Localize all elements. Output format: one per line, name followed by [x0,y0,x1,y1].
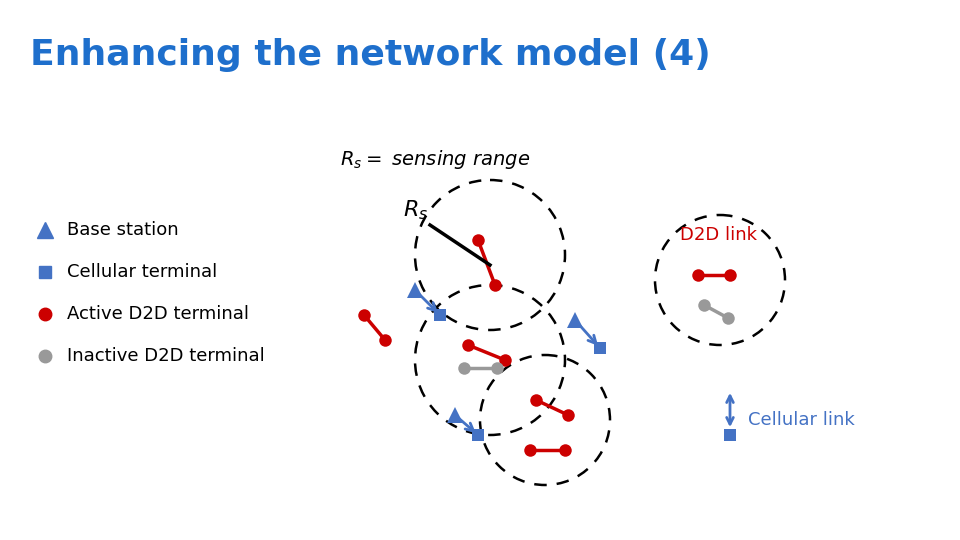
Text: D2D link: D2D link [680,226,757,244]
Text: $R_s$: $R_s$ [403,198,428,222]
Text: Cellular terminal: Cellular terminal [67,263,217,281]
Text: Inactive D2D terminal: Inactive D2D terminal [67,347,265,365]
Text: Cellular link: Cellular link [748,411,854,429]
Text: Active D2D terminal: Active D2D terminal [67,305,249,323]
Text: $R_s =$ sensing range: $R_s =$ sensing range [340,148,530,171]
Text: Enhancing the network model (4): Enhancing the network model (4) [30,38,710,72]
Text: Base station: Base station [67,221,179,239]
